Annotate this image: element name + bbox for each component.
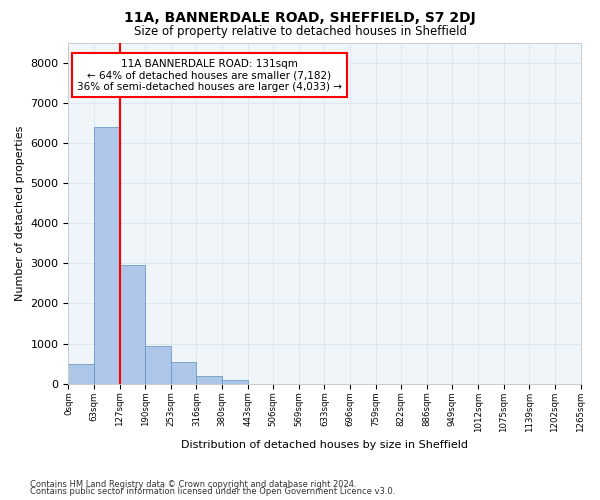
Bar [171, 362, 196, 384]
Y-axis label: Number of detached properties: Number of detached properties [15, 126, 25, 301]
Bar [68, 364, 94, 384]
X-axis label: Distribution of detached houses by size in Sheffield: Distribution of detached houses by size … [181, 440, 468, 450]
Text: Size of property relative to detached houses in Sheffield: Size of property relative to detached ho… [133, 25, 467, 38]
Bar [196, 376, 222, 384]
Bar [119, 266, 145, 384]
Bar [145, 346, 171, 384]
Text: 11A BANNERDALE ROAD: 131sqm
← 64% of detached houses are smaller (7,182)
36% of : 11A BANNERDALE ROAD: 131sqm ← 64% of det… [77, 58, 342, 92]
Text: Contains HM Land Registry data © Crown copyright and database right 2024.: Contains HM Land Registry data © Crown c… [30, 480, 356, 489]
Bar [94, 127, 119, 384]
Bar [222, 380, 248, 384]
Text: Contains public sector information licensed under the Open Government Licence v3: Contains public sector information licen… [30, 487, 395, 496]
Text: 11A, BANNERDALE ROAD, SHEFFIELD, S7 2DJ: 11A, BANNERDALE ROAD, SHEFFIELD, S7 2DJ [124, 11, 476, 25]
